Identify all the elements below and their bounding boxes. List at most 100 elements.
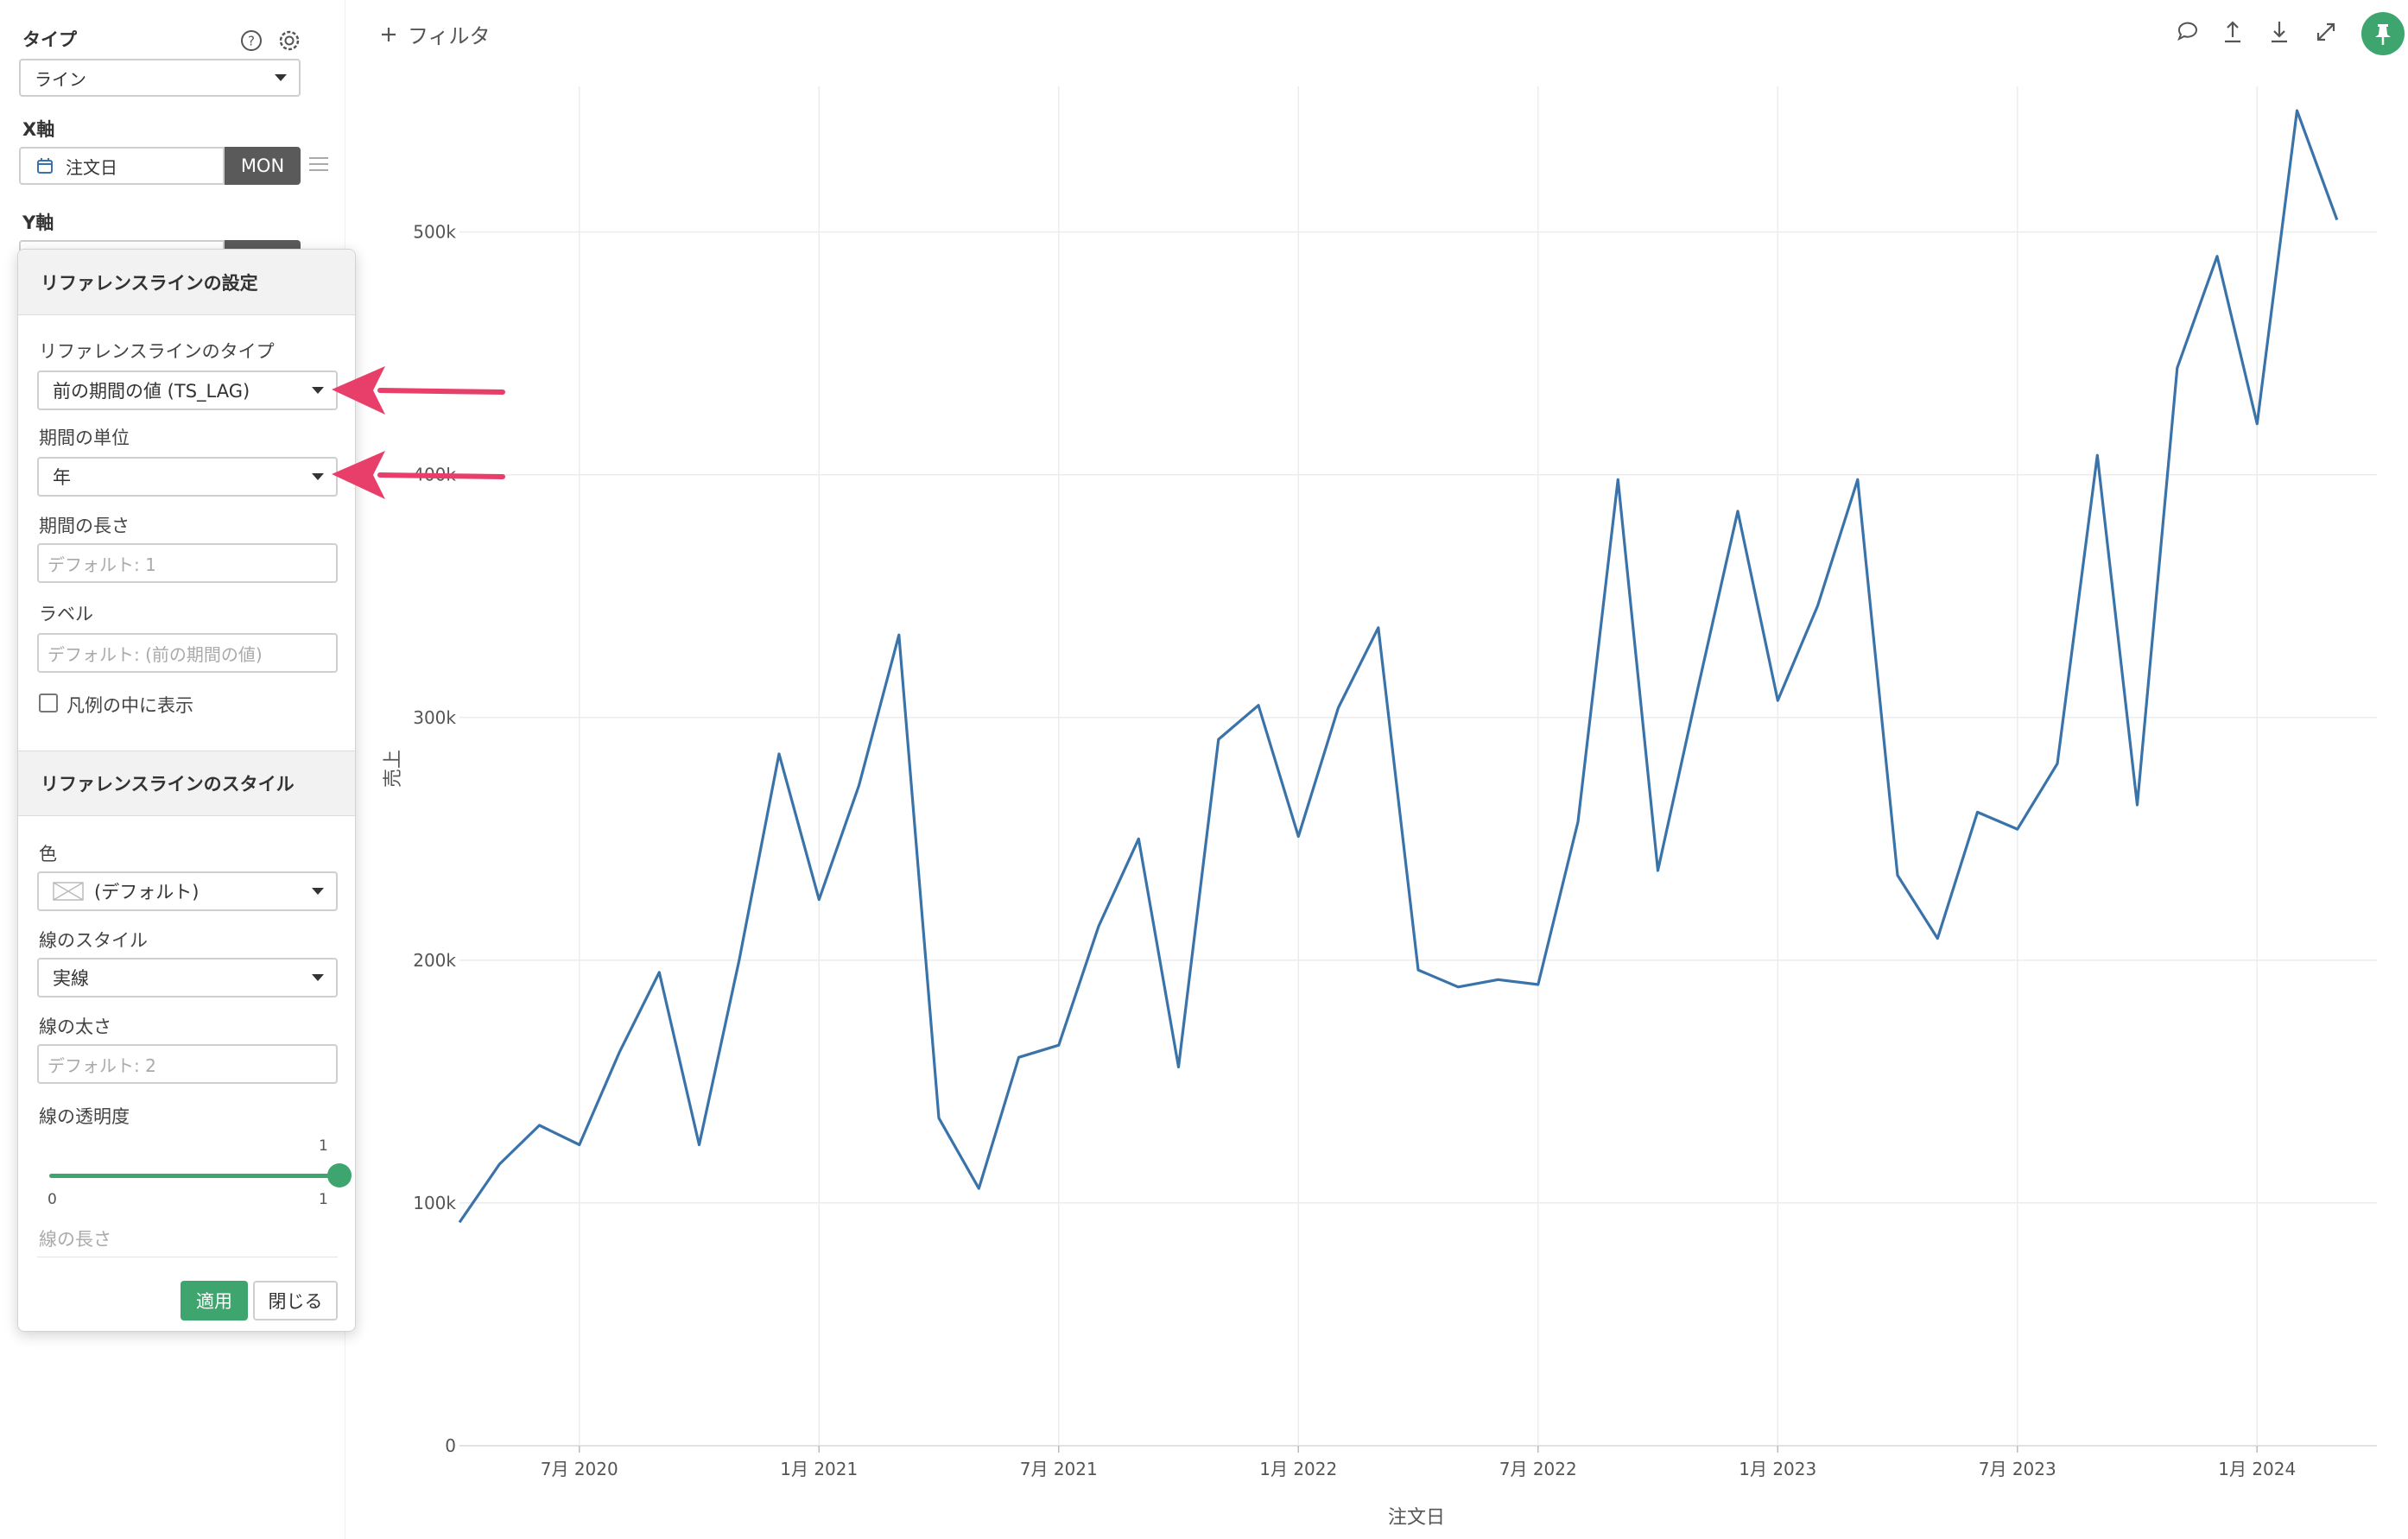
data-point (934, 1113, 944, 1124)
data-point (1453, 982, 1463, 992)
period-length-label: 期間の長さ (39, 516, 130, 536)
data-point (1093, 922, 1104, 932)
data-point (1133, 833, 1144, 844)
line-width-input[interactable]: デフォルト: 2 (37, 1044, 338, 1084)
line-width-placeholder: デフォルト: 2 (48, 1054, 156, 1076)
data-point (454, 1217, 465, 1227)
line-length-label: 線の長さ (39, 1229, 111, 1250)
xaxis-field-name: 注文日 (66, 156, 117, 178)
period-unit-value: 年 (53, 467, 71, 488)
chevron-down-icon (275, 74, 287, 81)
expand-icon[interactable] (2313, 19, 2339, 45)
opacity-label: 線の透明度 (39, 1106, 130, 1127)
period-unit-select[interactable]: 年 (37, 457, 338, 497)
data-point (1653, 865, 1663, 876)
data-point (1733, 506, 1743, 516)
annotation-arrow (332, 451, 505, 499)
chart-series (454, 105, 2342, 1227)
ref-type-select[interactable]: 前の期間の値 (TS_LAG) (37, 370, 338, 410)
drag-handle-icon[interactable] (309, 157, 328, 171)
data-point (2332, 215, 2342, 225)
data-point (1813, 601, 1823, 611)
line-style-label: 線のスタイル (39, 930, 148, 951)
opacity-current-value: 1 (319, 1137, 328, 1155)
data-point (1054, 1040, 1064, 1050)
legend-checkbox[interactable] (39, 694, 58, 712)
gear-icon[interactable] (276, 28, 302, 54)
y-tick-label: 100k (413, 1193, 456, 1213)
yaxis-field[interactable] (19, 240, 225, 250)
x-tick-label: 7月 2023 (1979, 1459, 2056, 1479)
chart-grid (459, 86, 2377, 1447)
x-tick-label: 7月 2022 (1499, 1459, 1577, 1479)
svg-text:?: ? (248, 34, 255, 49)
add-filter-button[interactable]: フィルタ (380, 19, 491, 49)
x-tick-label: 1月 2024 (2218, 1459, 2296, 1479)
x-axis: 7月 2020 1月 2021 7月 2021 1月 2022 7月 2022 1月 20… (541, 1446, 2296, 1479)
data-point (854, 781, 865, 791)
label-placeholder: デフォルト: (前の期間の値) (48, 643, 263, 665)
data-point (1493, 974, 1504, 985)
yaxis-aggregation-tag[interactable] (225, 240, 301, 250)
data-point (1334, 703, 1344, 713)
data-point (654, 967, 664, 978)
annotation-arrow (332, 366, 505, 415)
data-point (2172, 363, 2183, 373)
download-icon[interactable] (2266, 19, 2292, 45)
data-point (1293, 832, 1303, 842)
type-select-value: ライン (35, 68, 86, 90)
data-point (1613, 474, 1623, 484)
chevron-down-icon (312, 974, 324, 981)
xaxis-aggregation-tag[interactable]: MON (225, 147, 301, 185)
data-point (535, 1120, 545, 1130)
xaxis-field[interactable]: 注文日 (19, 147, 225, 185)
data-point (574, 1140, 585, 1150)
color-select[interactable]: (デフォルト) (37, 871, 338, 911)
data-point (614, 1048, 624, 1058)
data-point (1973, 807, 1983, 817)
style-header: リファレンスラインのスタイル (18, 750, 355, 816)
data-point (894, 630, 904, 640)
data-point (1413, 965, 1423, 975)
close-button[interactable]: 閉じる (253, 1281, 338, 1320)
comment-icon[interactable] (2175, 19, 2201, 45)
opacity-max-label: 1 (319, 1191, 328, 1208)
data-point (1253, 700, 1264, 711)
data-point (1693, 683, 1703, 694)
line-style-select[interactable]: 実線 (37, 958, 338, 998)
series-line (458, 109, 2339, 1224)
x-tick-label: 1月 2022 (1259, 1459, 1337, 1479)
type-select[interactable]: ライン (19, 59, 301, 97)
legend-checkbox-label: 凡例の中に表示 (67, 695, 193, 716)
data-point (1853, 474, 1863, 484)
upload-icon[interactable] (2220, 19, 2246, 45)
x-axis-label: 注文日 (1388, 1507, 1445, 1529)
opacity-slider-thumb[interactable] (327, 1163, 352, 1188)
apply-button[interactable]: 適用 (181, 1281, 248, 1320)
data-point (694, 1140, 705, 1150)
xaxis-label: X軸 (22, 119, 55, 140)
data-point (1772, 695, 1783, 706)
data-point (734, 955, 745, 966)
data-point (1573, 817, 1583, 827)
y-tick-label: 200k (413, 950, 456, 971)
chevron-down-icon (312, 888, 324, 895)
data-point (1533, 979, 1543, 990)
x-tick-label: 7月 2021 (1020, 1459, 1098, 1479)
pin-button[interactable] (2361, 12, 2405, 55)
period-length-input[interactable]: デフォルト: 1 (37, 543, 338, 583)
chevron-down-icon (312, 387, 324, 394)
opacity-slider-track[interactable] (49, 1174, 339, 1178)
data-point (2292, 105, 2303, 116)
data-point (1014, 1052, 1024, 1062)
help-icon[interactable]: ? (238, 28, 264, 54)
ref-type-value: 前の期間の値 (TS_LAG) (53, 381, 250, 402)
data-point (2252, 419, 2262, 429)
data-point (1214, 734, 1224, 744)
period-unit-label: 期間の単位 (39, 428, 130, 448)
pin-icon (2375, 24, 2391, 45)
settings-header: リファレンスラインの設定 (18, 250, 355, 315)
data-point (494, 1159, 504, 1169)
label-input[interactable]: デフォルト: (前の期間の値) (37, 633, 338, 673)
